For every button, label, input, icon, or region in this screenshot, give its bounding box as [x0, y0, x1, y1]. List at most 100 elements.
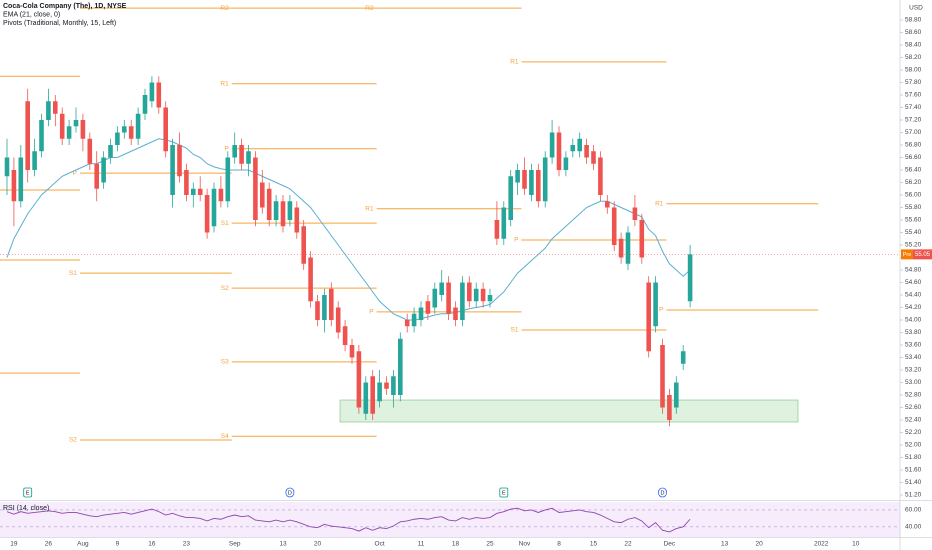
candle-body: [253, 157, 258, 220]
candle-body: [308, 257, 313, 302]
candle-body: [460, 282, 465, 320]
y-tick-label: 53.60: [905, 342, 922, 349]
y-tick-label: 55.20: [905, 242, 922, 249]
pivot-label: S3: [221, 359, 229, 366]
x-tick-label: 9: [116, 541, 120, 548]
candle-body: [418, 307, 424, 320]
pivot-label: P: [73, 170, 77, 177]
candle-body: [398, 338, 403, 395]
candle-body: [356, 351, 362, 408]
candle-body: [25, 101, 30, 170]
x-tick-label: 15: [590, 541, 598, 548]
candle-body: [529, 170, 534, 195]
candle-body: [549, 132, 555, 158]
y-tick-label: 54.80: [905, 267, 922, 274]
candle-body: [667, 395, 672, 420]
price-tag: [913, 249, 932, 260]
x-tick-label: Sep: [229, 541, 241, 548]
candle-body: [246, 151, 251, 164]
candle-body: [577, 138, 582, 152]
candle-body: [32, 151, 37, 170]
candle-body: [674, 382, 679, 408]
currency-label: USD: [909, 5, 923, 12]
y-tick-label: 56.40: [905, 167, 922, 174]
candle-body: [46, 101, 51, 120]
candle-body: [625, 232, 631, 264]
pivot-label: S1: [221, 220, 229, 227]
candle-body: [177, 145, 182, 177]
candle-body: [4, 157, 10, 177]
candle-body: [142, 95, 148, 114]
event-marker: [23, 487, 33, 498]
candle-body: [11, 170, 17, 202]
pivot-label: R1: [365, 205, 374, 212]
pivot-label: R1: [220, 80, 229, 87]
candle-body: [301, 226, 306, 264]
price-tag-pre-label: Pre: [903, 252, 912, 258]
y-tick-label: 57.40: [905, 104, 922, 111]
candle-body: [280, 201, 286, 227]
candle-body: [363, 382, 369, 414]
candle-body: [687, 254, 693, 302]
candle-body: [191, 188, 196, 195]
candle-body: [315, 301, 320, 320]
candle-body: [439, 282, 444, 295]
candle-body: [294, 207, 300, 233]
x-tick-label: 18: [452, 541, 460, 548]
event-marker: [499, 487, 509, 498]
candle-body: [391, 376, 396, 395]
y-tick-label: 51.40: [905, 479, 922, 486]
candle-body: [453, 307, 458, 320]
candle-body: [94, 163, 99, 189]
x-tick-label: 26: [45, 541, 53, 548]
y-tick-label: 51.80: [905, 454, 922, 461]
candle-body: [135, 113, 141, 139]
rsi-tick-label: 40.00: [905, 524, 922, 531]
candle-body: [18, 157, 24, 202]
y-tick-label: 52.20: [905, 429, 922, 436]
candle-body: [232, 145, 237, 158]
candle-body: [508, 176, 513, 220]
candle-body: [239, 145, 244, 164]
indicator-label: EMA (21, close, 0): [3, 11, 60, 18]
event-label: E: [26, 490, 30, 496]
x-tick-label: Dec: [664, 541, 676, 548]
x-tick-label: 20: [755, 541, 763, 548]
candle-body: [584, 145, 589, 158]
y-tick-label: 56.60: [905, 154, 922, 161]
y-tick-label: 58.00: [905, 67, 922, 74]
y-tick-label: 58.40: [905, 42, 922, 49]
candle-body: [515, 170, 520, 183]
y-tick-label: 54.20: [905, 304, 922, 311]
price-tag-pre: [901, 249, 913, 260]
candle-body: [467, 282, 472, 302]
candle-body: [287, 201, 293, 220]
y-tick-label: 53.40: [905, 354, 922, 361]
candle-body: [446, 282, 451, 314]
candle-body: [591, 151, 596, 164]
candle-body: [39, 120, 44, 152]
x-tick-label: 2022: [814, 541, 829, 548]
candle-body: [563, 157, 569, 170]
candle-body: [260, 182, 265, 208]
candle-body: [473, 288, 479, 302]
y-tick-label: 56.80: [905, 142, 922, 149]
candle-body: [122, 126, 127, 133]
y-tick-label: 52.00: [905, 442, 922, 449]
y-tick-label: 55.40: [905, 229, 922, 236]
event-label: D: [661, 490, 665, 496]
x-tick-label: 22: [624, 541, 632, 548]
y-tick-label: 57.20: [905, 117, 922, 124]
candle-body: [377, 382, 382, 402]
x-tick-label: 13: [279, 541, 287, 548]
y-tick-label: 55.80: [905, 204, 922, 211]
candle-body: [556, 132, 562, 170]
pivot-label: P: [369, 309, 373, 316]
y-tick-label: 55.60: [905, 217, 922, 224]
pivot-label: S4: [221, 433, 229, 440]
candle-body: [266, 188, 272, 220]
rsi-label: RSI (14, close): [3, 505, 49, 512]
candle-body: [218, 188, 224, 202]
